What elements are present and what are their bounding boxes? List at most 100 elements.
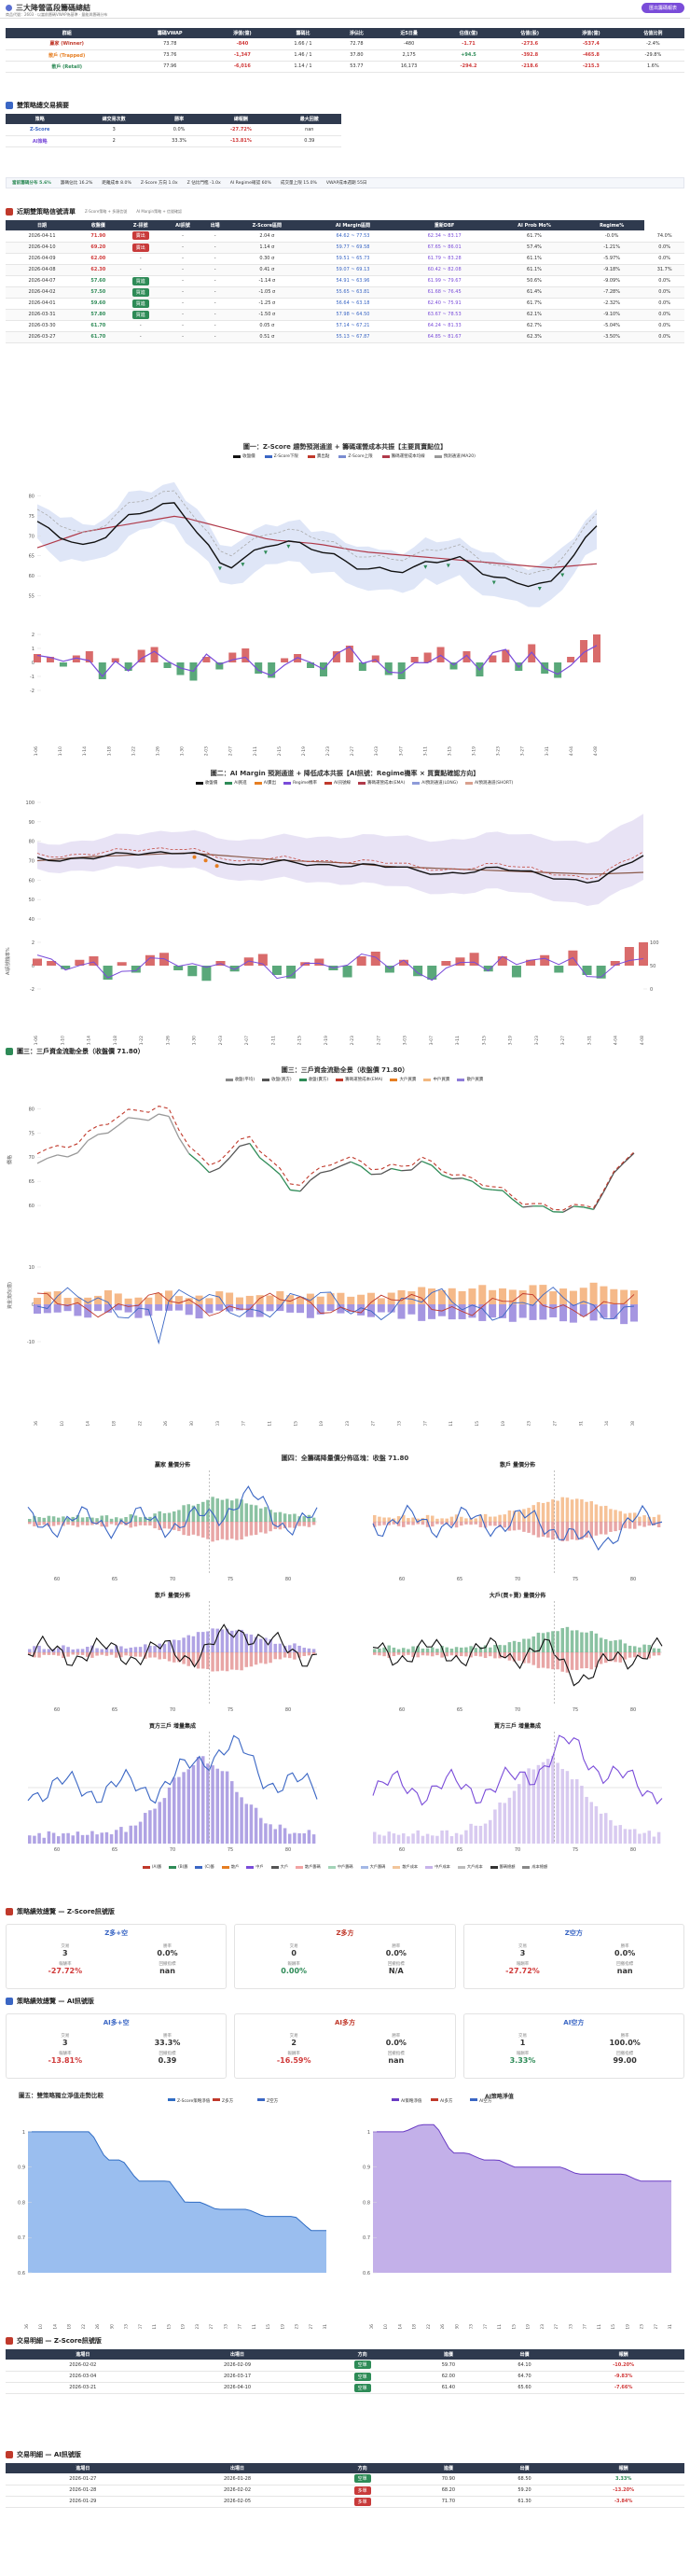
volume-bar-up — [249, 1504, 254, 1522]
chart1: 圖一：Z-Score 趨勢預測通道 + 籌碼運營成本共振【主要買賣點位】 收盤價… — [0, 439, 690, 756]
legend-swatch — [298, 1078, 307, 1081]
buy-marker — [560, 573, 565, 578]
tick-label: 65 — [29, 554, 34, 560]
volume-bar-down — [186, 1652, 190, 1666]
volume-bar-up — [396, 1516, 401, 1522]
volume-bar-down — [396, 1652, 401, 1655]
tick-label: 65 — [29, 1179, 34, 1185]
table-cell: - — [202, 242, 228, 254]
regime-bar — [596, 966, 606, 979]
regime-bar — [511, 966, 521, 978]
volume-bar-up — [129, 1514, 132, 1522]
volume-bar-down — [633, 1522, 637, 1529]
table-cell: 62.30 — [78, 264, 118, 276]
volume-bar — [57, 1836, 61, 1844]
volume-bar-up — [623, 1643, 628, 1652]
x-tick-label: 2026-01-18 — [113, 1036, 118, 1045]
legend-item: 收盤價 — [233, 453, 255, 459]
volume-bar — [162, 1798, 167, 1844]
volume-bar — [402, 1833, 406, 1844]
x-tick-label: 2026-04-08 — [593, 746, 599, 756]
volume-bar — [80, 1834, 85, 1844]
table-cell: 2026-04-09 — [6, 253, 79, 265]
buy-marker — [423, 564, 428, 569]
flow-bar-buy — [195, 1295, 203, 1304]
regime-bar — [103, 966, 113, 980]
legend-item: 籌碼運營成本(EMA) — [357, 780, 405, 786]
volume-bar — [62, 1833, 65, 1844]
volume-bar-up — [628, 1645, 632, 1652]
volume-bar-up — [575, 1630, 579, 1652]
volume-bar-down — [302, 1652, 306, 1656]
table-cell: 68.50 — [486, 2473, 563, 2485]
zscore-bar — [462, 651, 471, 662]
direction-badge: 多單 — [353, 2485, 371, 2495]
legend-item: 收盤(賣方) — [298, 1077, 328, 1082]
volume-bar-down — [493, 1522, 497, 1526]
table-cell: - — [117, 253, 163, 265]
volume-bar — [431, 1835, 435, 1844]
x-tick-label: 80 — [285, 1847, 291, 1853]
legend-item: 大戶買賣 — [390, 1077, 416, 1082]
legend-item: Z-Score上限 — [338, 453, 373, 459]
volume-bar-down — [115, 1652, 118, 1658]
x-tick-label: 2026-03-11 — [597, 2324, 602, 2329]
volume-bar-down — [230, 1522, 234, 1539]
export-button[interactable]: 匯出籌碼報表 — [641, 3, 684, 13]
signal-badge: 買進 — [131, 299, 149, 308]
x-tick-label: 60 — [399, 1707, 405, 1713]
tick-label: 70 — [29, 859, 34, 865]
volume-bar — [124, 1831, 128, 1844]
volume-bar-down — [411, 1522, 415, 1525]
panel-title: 散戶 量價分佈 — [155, 1592, 190, 1599]
column-header: 估值比例 — [621, 28, 684, 38]
volume-bar — [119, 1827, 123, 1844]
volume-bar-up — [623, 1513, 628, 1522]
legend-label: AI預測通道(SHORT) — [474, 781, 514, 786]
stat-cell: 交易 3 — [14, 2033, 117, 2047]
flow-line — [36, 1287, 635, 1345]
volume-bar — [144, 1813, 147, 1844]
tick-label: -2 — [30, 689, 34, 694]
volume-bar — [623, 1829, 628, 1844]
legend-label: 中戶成本 — [435, 1864, 450, 1869]
strategy-card: Z空方 交易 3 勝率 0.0% 報酬率 -27.72% 回撤指標 nan — [462, 1924, 684, 1989]
x-tick-label: 2026-02-15 — [293, 1421, 298, 1426]
volume-bar-up — [570, 1499, 574, 1522]
volume-bar — [387, 1831, 391, 1844]
x-tick-label: 2026-04-04 — [614, 1036, 619, 1045]
volume-bar-down — [556, 1522, 559, 1539]
volume-bar-up — [47, 1649, 51, 1652]
logo-icon — [6, 5, 12, 11]
flow-bar-buy — [579, 1288, 587, 1304]
volume-bar-up — [556, 1500, 559, 1522]
stat-label: 勝率 — [620, 1944, 629, 1949]
price-segment — [259, 1157, 270, 1167]
direction-badge: 空單 — [353, 2474, 371, 2484]
stat-value: 33.3% — [154, 2039, 181, 2047]
x-tick-label: 2026-02-07 — [228, 746, 234, 756]
volume-bar-down — [283, 1652, 287, 1658]
x-tick-label: 60 — [399, 1577, 405, 1582]
table-row: 2026-01-29 2026-02-05 多單 71.70 61.30 -3.84% — [6, 2496, 684, 2508]
flow-bar-sell — [579, 1304, 587, 1316]
volume-bar — [565, 1771, 570, 1844]
stat-label: 回撤指標 — [387, 1962, 405, 1967]
volume-bar-up — [220, 1629, 225, 1652]
zscore-bar — [228, 652, 237, 662]
column-header: 出場日 — [159, 2463, 315, 2473]
volume-bar-up — [460, 1647, 463, 1652]
volume-bar-up — [489, 1647, 492, 1652]
x-tick-label: 80 — [285, 1577, 291, 1582]
volume-bar-up — [580, 1632, 584, 1652]
volume-bar — [249, 1804, 254, 1844]
volume-bar-down — [269, 1522, 272, 1532]
flow-bar-sell — [53, 1304, 62, 1313]
price-segment — [593, 1191, 605, 1210]
legend-label: 收盤價 — [242, 454, 255, 459]
distribution-line — [372, 1504, 663, 1552]
stat-cell: 交易 3 — [472, 1943, 574, 1957]
volume-bar-up — [158, 1511, 161, 1522]
table-cell: 61.1% — [489, 253, 580, 265]
stat-value: 0.0% — [385, 2039, 407, 2047]
